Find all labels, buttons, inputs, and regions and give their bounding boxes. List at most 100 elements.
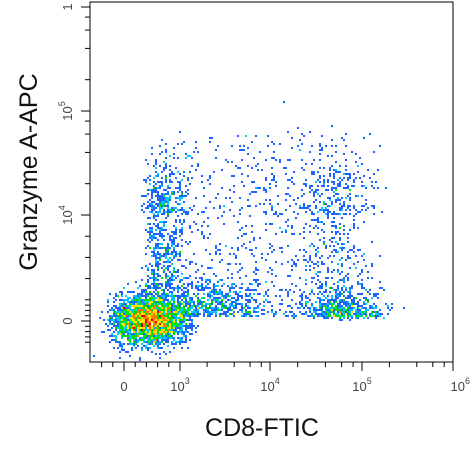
data-point bbox=[243, 149, 245, 151]
data-point bbox=[215, 307, 217, 309]
data-point bbox=[157, 181, 159, 183]
data-point bbox=[319, 239, 321, 241]
data-point bbox=[147, 301, 149, 303]
data-point bbox=[179, 323, 181, 325]
data-point bbox=[341, 247, 343, 249]
data-point bbox=[309, 293, 311, 295]
data-point bbox=[207, 313, 209, 315]
data-point bbox=[215, 293, 217, 295]
data-point bbox=[161, 289, 163, 291]
data-point bbox=[343, 313, 345, 315]
data-point bbox=[307, 205, 309, 207]
data-point bbox=[145, 303, 147, 305]
data-point bbox=[197, 165, 199, 167]
data-point bbox=[149, 347, 151, 349]
data-point bbox=[335, 305, 337, 307]
data-point bbox=[157, 267, 159, 269]
data-point bbox=[373, 173, 375, 175]
data-point bbox=[135, 281, 137, 283]
data-point bbox=[161, 331, 163, 333]
data-point bbox=[307, 301, 309, 303]
data-point bbox=[199, 301, 201, 303]
data-point bbox=[201, 305, 203, 307]
data-point bbox=[167, 309, 169, 311]
data-point bbox=[299, 289, 301, 291]
data-point bbox=[255, 187, 257, 189]
data-point bbox=[333, 187, 335, 189]
data-point bbox=[163, 265, 165, 267]
data-point bbox=[195, 287, 197, 289]
data-point bbox=[197, 303, 199, 305]
data-point bbox=[181, 339, 183, 341]
data-point bbox=[255, 165, 257, 167]
data-point bbox=[313, 219, 315, 221]
data-point bbox=[365, 209, 367, 211]
data-point bbox=[255, 205, 257, 207]
data-point bbox=[181, 229, 183, 231]
data-point bbox=[267, 301, 269, 303]
data-point bbox=[191, 283, 193, 285]
data-point bbox=[165, 333, 167, 335]
data-point bbox=[195, 315, 197, 317]
data-point bbox=[161, 309, 163, 311]
data-point bbox=[145, 305, 147, 307]
data-point bbox=[169, 197, 171, 199]
data-point bbox=[189, 301, 191, 303]
data-point bbox=[111, 317, 113, 319]
data-point bbox=[153, 313, 155, 315]
data-point bbox=[163, 331, 165, 333]
data-point bbox=[195, 305, 197, 307]
data-point bbox=[133, 329, 135, 331]
data-point bbox=[163, 239, 165, 241]
data-point bbox=[271, 305, 273, 307]
data-point bbox=[147, 323, 149, 325]
data-point bbox=[325, 283, 327, 285]
data-point bbox=[125, 319, 127, 321]
data-point bbox=[151, 333, 153, 335]
data-point bbox=[303, 249, 305, 251]
data-point bbox=[225, 307, 227, 309]
data-point bbox=[159, 235, 161, 237]
data-point bbox=[129, 341, 131, 343]
data-point bbox=[127, 311, 129, 313]
data-point bbox=[297, 197, 299, 199]
data-point bbox=[165, 167, 167, 169]
data-point bbox=[131, 323, 133, 325]
data-point bbox=[327, 155, 329, 157]
data-point bbox=[357, 303, 359, 305]
data-point bbox=[125, 323, 127, 325]
data-point bbox=[109, 335, 111, 337]
data-point bbox=[189, 319, 191, 321]
data-point bbox=[251, 231, 253, 233]
data-point bbox=[157, 279, 159, 281]
data-point bbox=[185, 301, 187, 303]
data-point bbox=[345, 305, 347, 307]
data-point bbox=[181, 299, 183, 301]
data-point bbox=[133, 345, 135, 347]
data-point bbox=[187, 309, 189, 311]
data-point bbox=[137, 323, 139, 325]
data-point bbox=[255, 247, 257, 249]
data-point bbox=[189, 261, 191, 263]
data-point bbox=[143, 291, 145, 293]
data-point bbox=[209, 313, 211, 315]
data-point bbox=[171, 241, 173, 243]
data-point bbox=[161, 277, 163, 279]
data-point bbox=[335, 161, 337, 163]
data-point bbox=[287, 219, 289, 221]
data-point bbox=[161, 205, 163, 207]
data-point bbox=[111, 309, 113, 311]
data-point bbox=[333, 195, 335, 197]
data-point bbox=[137, 293, 139, 295]
data-point bbox=[171, 293, 173, 295]
data-point bbox=[173, 225, 175, 227]
data-point bbox=[179, 187, 181, 189]
data-point bbox=[297, 259, 299, 261]
data-point bbox=[271, 141, 273, 143]
data-point bbox=[167, 269, 169, 271]
data-point bbox=[151, 211, 153, 213]
data-point bbox=[155, 219, 157, 221]
data-point bbox=[339, 223, 341, 225]
data-point bbox=[213, 297, 215, 299]
data-point bbox=[335, 225, 337, 227]
